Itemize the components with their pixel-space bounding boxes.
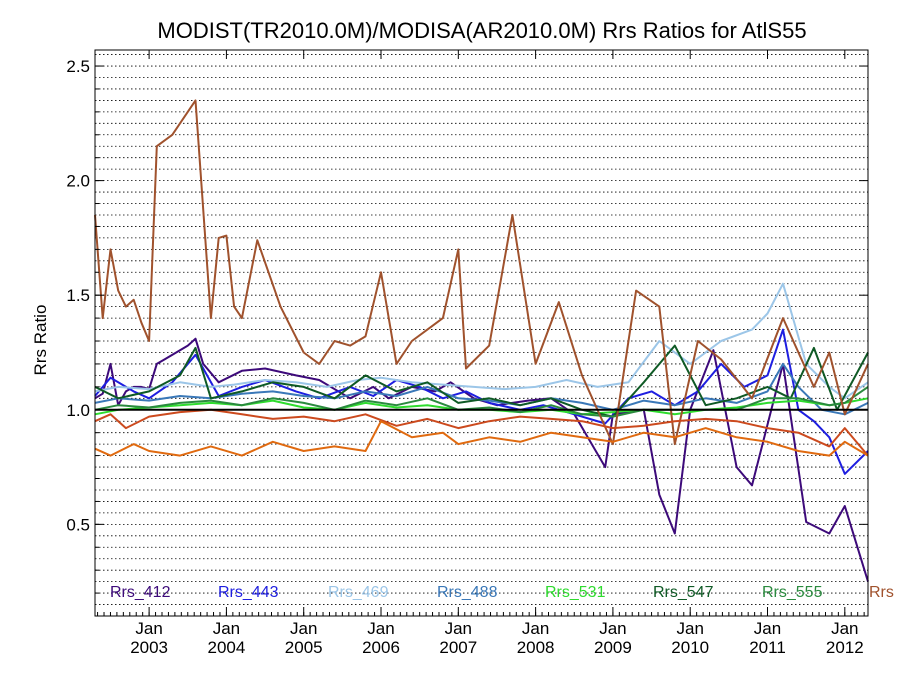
legend-entry: Rrs_469	[328, 584, 389, 601]
x-tick-month: Jan	[754, 619, 781, 638]
y-tick-label: 0.5	[66, 515, 90, 534]
legend-entry: Rrs_531	[545, 584, 606, 601]
x-tick-year: 2012	[826, 638, 864, 657]
legend-entry: Rrs_555	[762, 584, 823, 601]
x-tick-month: Jan	[522, 619, 549, 638]
legend: Rrs_412 Rrs_443 Rrs_469 Rrs_488 Rrs_531 Rrs_5…	[110, 584, 894, 601]
chart-title: MODIST(TR2010.0M)/MODISA(AR2010.0M) Rrs …	[157, 18, 806, 43]
y-tick-label: 2.5	[66, 57, 90, 76]
legend-entry: Rrs_412	[110, 584, 171, 601]
plot-frame	[94, 49, 869, 617]
x-tick-year: 2006	[362, 638, 400, 657]
y-tick-label: 1.5	[66, 286, 90, 305]
y-axis: 0.5 1.0 1.5 2.0 2.5	[66, 57, 868, 617]
x-tick-year: 2003	[130, 638, 168, 657]
legend-entry: Rrs_443	[218, 584, 279, 601]
series-group	[94, 99, 869, 582]
series-line-rrs-469	[94, 282, 869, 400]
x-tick-year: 2011	[749, 638, 786, 657]
series-line-rrs-443	[94, 328, 869, 475]
series-line-rrs-547	[94, 344, 869, 418]
x-tick-year: 2008	[517, 638, 555, 657]
series-line-rrs-488	[94, 362, 869, 416]
x-tick-year: 2009	[594, 638, 632, 657]
x-tick-month: Jan	[290, 619, 317, 638]
x-tick-year: 2007	[439, 638, 477, 657]
legend-entry: Rrs	[869, 584, 894, 601]
x-tick-month: Jan	[599, 619, 626, 638]
series-line-rrs-678	[94, 420, 869, 457]
x-tick-month: Jan	[831, 619, 858, 638]
series-line-rrs-670	[94, 408, 869, 457]
y-tick-label: 2.0	[66, 172, 90, 191]
x-tick-month: Jan	[367, 619, 394, 638]
x-tick-year: 2004	[207, 638, 245, 657]
x-tick-month: Jan	[676, 619, 703, 638]
legend-entry: Rrs_488	[437, 584, 498, 601]
y-axis-label: Rrs Ratio	[31, 305, 50, 376]
x-tick-year: 2005	[285, 638, 323, 657]
x-tick-month: Jan	[213, 619, 240, 638]
x-tick-month: Jan	[445, 619, 472, 638]
y-tick-label: 1.0	[66, 401, 90, 420]
x-axis: Jan2003Jan2004Jan2005Jan2006Jan2007Jan20…	[97, 50, 865, 657]
legend-entry: Rrs_547	[653, 584, 714, 601]
x-tick-year: 2010	[671, 638, 709, 657]
x-tick-month: Jan	[135, 619, 162, 638]
series-line-rrs-555	[94, 386, 869, 418]
